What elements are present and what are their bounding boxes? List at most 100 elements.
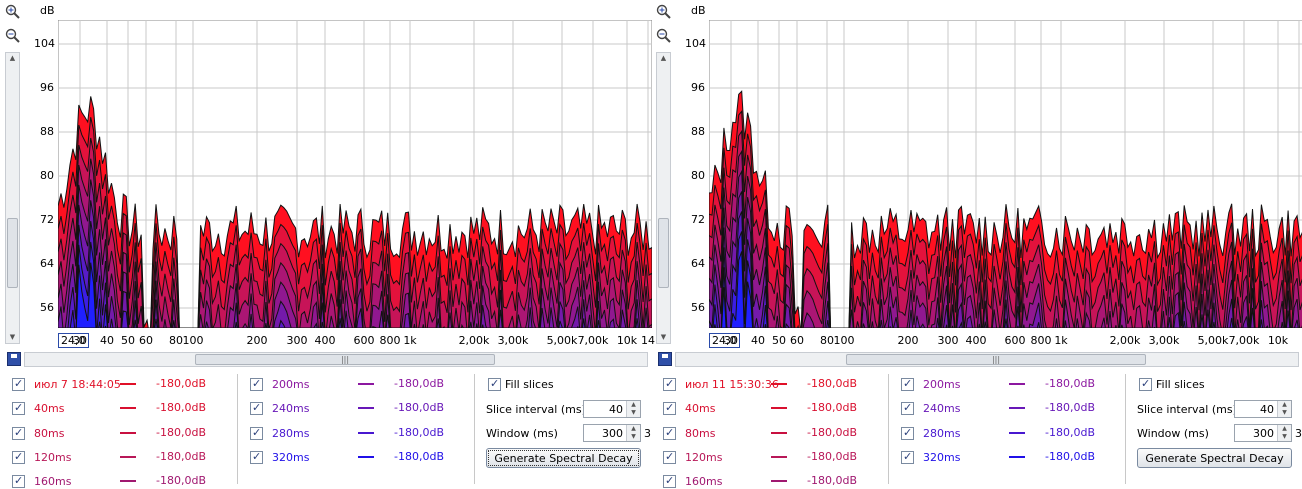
slice-db-value: -180,0dB: [1045, 377, 1095, 390]
slice-interval-input[interactable]: 40 ▲ ▼: [583, 400, 641, 418]
scroll-thumb[interactable]: [658, 218, 669, 288]
slice-checkbox[interactable]: [663, 426, 676, 440]
slice-checkbox-row[interactable]: 240ms: [250, 400, 309, 416]
slice-checkbox-row[interactable]: 80ms: [12, 425, 64, 441]
scroll-down-icon[interactable]: ▼: [9, 333, 16, 341]
y-tick-label: 96: [691, 81, 705, 94]
slice-checkbox[interactable]: [12, 450, 25, 464]
slice-name: 320ms: [923, 450, 961, 464]
zoom-in-icon[interactable]: [5, 4, 21, 20]
scroll-up-icon[interactable]: ▲: [9, 54, 16, 62]
slice-db-value: -180,0dB: [807, 474, 857, 487]
x-tick-label: 30: [73, 334, 87, 347]
x-tick-label: 50: [772, 334, 786, 347]
slice-checkbox[interactable]: [250, 426, 263, 440]
slice-db-value: -180,0dB: [1045, 401, 1095, 414]
slice-checkbox-row[interactable]: 120ms: [663, 449, 722, 465]
window-label: Window (ms): [1137, 427, 1209, 440]
slice-checkbox-row[interactable]: 320ms: [901, 449, 960, 465]
slice-checkbox[interactable]: [663, 377, 676, 391]
window-input[interactable]: 300 ▲ ▼: [583, 424, 641, 442]
slice-checkbox[interactable]: [901, 450, 914, 464]
slice-checkbox[interactable]: [663, 401, 676, 415]
zoom-in-icon[interactable]: [656, 4, 672, 20]
x-tick-label: 10k: [1267, 334, 1289, 347]
slice-checkbox-row[interactable]: 320ms: [250, 449, 309, 465]
fill-slices-check[interactable]: [488, 377, 501, 391]
slice-checkbox[interactable]: [901, 401, 914, 415]
slice-checkbox-row[interactable]: 160ms: [12, 473, 71, 489]
slice-checkbox[interactable]: [250, 401, 263, 415]
fill-slices-checkbox[interactable]: Fill slices: [488, 376, 554, 392]
slice-checkbox-row[interactable]: 160ms: [663, 473, 722, 489]
slice-db-value: -180,0dB: [394, 401, 444, 414]
slice-name: 160ms: [34, 474, 72, 488]
slice-interval-input[interactable]: 40 ▲ ▼: [1234, 400, 1292, 418]
slice-checkbox[interactable]: [12, 426, 25, 440]
fill-slices-label: Fill slices: [1156, 377, 1205, 391]
spinner-arrows-icon[interactable]: ▲ ▼: [1277, 425, 1291, 441]
horizontal-scrollbar[interactable]: |||: [24, 352, 648, 367]
slice-checkbox[interactable]: [12, 377, 25, 391]
save-icon[interactable]: [658, 352, 672, 366]
slice-checkbox-row[interactable]: 120ms: [12, 449, 71, 465]
slice-db-value: -180,0dB: [156, 450, 206, 463]
slice-checkbox[interactable]: [12, 401, 25, 415]
slice-checkbox-row[interactable]: 40ms: [12, 400, 64, 416]
slice-name: 280ms: [923, 426, 961, 440]
window-label: Window (ms): [486, 427, 558, 440]
spinner-arrows-icon[interactable]: ▲ ▼: [626, 401, 640, 417]
x-tick-label: 600: [1004, 334, 1026, 347]
window-value: 300: [1253, 427, 1274, 440]
window-suffix: 3: [644, 427, 651, 440]
slice-checkbox-row[interactable]: 200ms: [250, 376, 309, 392]
slice-color-line: [358, 383, 374, 385]
save-icon[interactable]: [7, 352, 21, 366]
spinner-arrows-icon[interactable]: ▲ ▼: [626, 425, 640, 441]
slice-checkbox-row[interactable]: 40ms: [663, 400, 715, 416]
slice-checkbox[interactable]: [250, 377, 263, 391]
slice-checkbox[interactable]: [663, 450, 676, 464]
generate-spectral-decay-button[interactable]: Generate Spectral Decay: [486, 448, 641, 468]
slice-checkbox[interactable]: [663, 474, 676, 488]
slice-checkbox[interactable]: [901, 377, 914, 391]
vertical-scrollbar[interactable]: ▲ ▼: [656, 52, 671, 344]
vertical-scrollbar[interactable]: ▲ ▼: [5, 52, 20, 344]
x-axis-start[interactable]: 24,0: [709, 333, 740, 348]
slice-db-value: -180,0dB: [1045, 450, 1095, 463]
slice-checkbox-row[interactable]: 280ms: [250, 425, 309, 441]
slice-checkbox-row[interactable]: 240ms: [901, 400, 960, 416]
x-tick-label: 300: [286, 334, 308, 347]
slice-interval-value: 40: [1260, 403, 1274, 416]
x-axis-start[interactable]: 24,0: [58, 333, 89, 348]
fill-slices-checkbox[interactable]: Fill slices: [1139, 376, 1205, 392]
scroll-down-icon[interactable]: ▼: [660, 333, 667, 341]
scroll-thumb[interactable]: [7, 218, 18, 288]
slice-color-line: [771, 383, 787, 385]
window-suffix: 3: [1295, 427, 1302, 440]
scroll-thumb[interactable]: |||: [846, 354, 1146, 365]
slice-checkbox-row[interactable]: 280ms: [901, 425, 960, 441]
slice-checkbox-row[interactable]: июл 7 18:44:05: [12, 376, 121, 392]
scroll-thumb[interactable]: |||: [195, 354, 495, 365]
scroll-up-icon[interactable]: ▲: [660, 54, 667, 62]
window-input[interactable]: 300 ▲ ▼: [1234, 424, 1292, 442]
slice-checkbox-row[interactable]: 200ms: [901, 376, 960, 392]
slice-checkbox-row[interactable]: июл 11 15:30:36: [663, 376, 779, 392]
slice-name: 80ms: [685, 426, 716, 440]
spectral-decay-plot: [709, 20, 1302, 328]
y-tick-label: 72: [40, 213, 54, 226]
slice-interval-label: Slice interval (ms):: [1137, 403, 1241, 416]
horizontal-scrollbar[interactable]: |||: [675, 352, 1299, 367]
slice-checkbox-row[interactable]: 80ms: [663, 425, 715, 441]
slice-checkbox[interactable]: [250, 450, 263, 464]
slice-checkbox[interactable]: [901, 426, 914, 440]
slice-color-line: [120, 407, 136, 409]
fill-slices-check[interactable]: [1139, 377, 1152, 391]
zoom-out-icon[interactable]: [5, 28, 21, 44]
slice-checkbox[interactable]: [12, 474, 25, 488]
generate-spectral-decay-button[interactable]: Generate Spectral Decay: [1137, 448, 1292, 468]
x-tick-label: 2,00k: [458, 334, 490, 347]
zoom-out-icon[interactable]: [656, 28, 672, 44]
spinner-arrows-icon[interactable]: ▲ ▼: [1277, 401, 1291, 417]
